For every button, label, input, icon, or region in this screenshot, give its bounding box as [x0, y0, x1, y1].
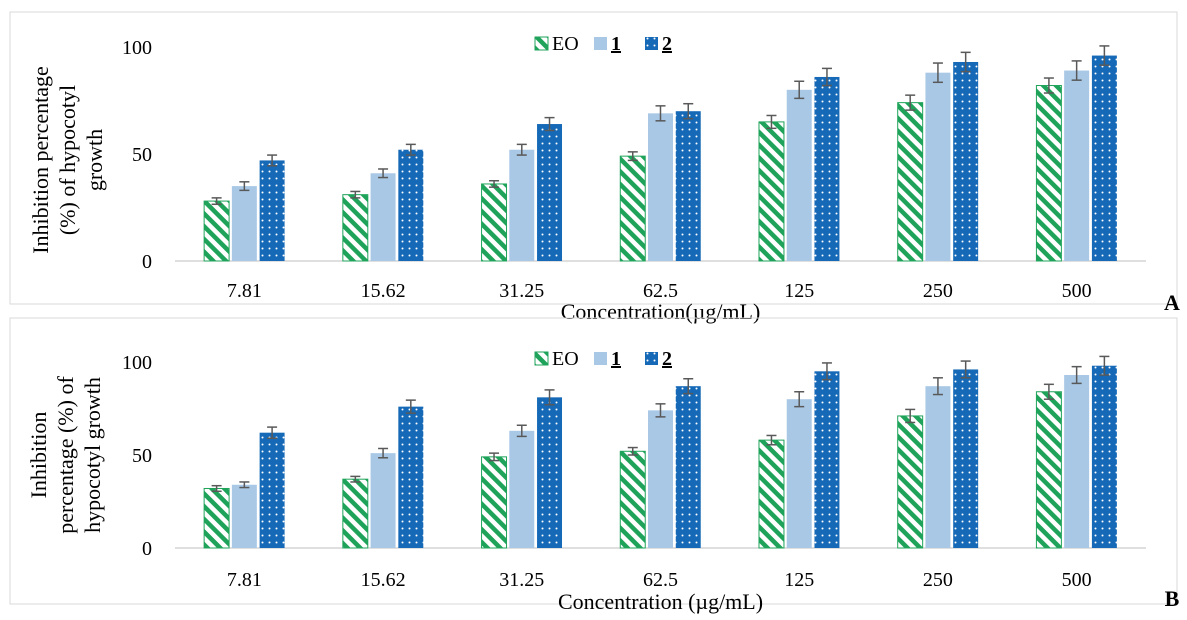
- x-tick-label: 62.5: [643, 569, 678, 591]
- x-tick-label: 250: [923, 280, 953, 302]
- bar-1-125: [786, 399, 812, 548]
- x-tick-label: 31.25: [499, 280, 544, 302]
- bar-2-7.81: [259, 160, 285, 261]
- y-tick-label: 0: [142, 538, 152, 560]
- bar-2-125: [814, 371, 840, 548]
- bar-2-62.5: [675, 111, 701, 261]
- legend-label-2: 2: [662, 33, 672, 55]
- chart-frame: [9, 11, 1178, 305]
- y-axis-label: percentage (%) of: [53, 376, 78, 534]
- legend-swatch-2: [645, 37, 658, 50]
- panel-a: 0 50 100 Inhibition percentage (%) of hypoco…: [9, 11, 1180, 324]
- legend-swatch-1: [594, 352, 607, 365]
- legend-label-1: 1: [611, 33, 621, 55]
- bar-1-15.62: [370, 173, 396, 261]
- bar-EO-7.81: [203, 200, 230, 262]
- bar-2-62.5: [675, 386, 701, 548]
- bar-2-250: [953, 369, 979, 548]
- bar-EO-7.81: [203, 487, 230, 549]
- bar-1-31.25: [509, 430, 535, 548]
- bar-1-500: [1064, 70, 1090, 261]
- panel-label: A: [1164, 290, 1180, 315]
- x-tick-label: 500: [1062, 280, 1092, 302]
- bar-1-250: [925, 72, 951, 262]
- chart-frame: [9, 317, 1178, 605]
- bar-EO-31.25: [481, 183, 508, 262]
- x-tick-label: 31.25: [499, 569, 544, 591]
- x-tick-label: 125: [784, 569, 814, 591]
- y-axis-label: Inhibition percentage: [28, 66, 53, 254]
- y-axis-label: growth: [82, 129, 107, 191]
- bar-EO-250: [897, 415, 924, 549]
- legend-swatch-2: [645, 352, 658, 365]
- y-tick-label: 100: [122, 37, 152, 59]
- bar-2-7.81: [259, 432, 285, 548]
- bar-2-500: [1091, 55, 1117, 262]
- y-tick-label: 50: [132, 144, 152, 166]
- bar-2-15.62: [398, 406, 424, 548]
- bar-EO-31.25: [481, 456, 508, 549]
- x-tick-label: 250: [923, 569, 953, 591]
- bar-1-62.5: [648, 113, 673, 261]
- bar-1-15.62: [370, 453, 396, 548]
- y-axis-label: (%) of hypocotyl: [55, 85, 80, 235]
- legend-label-EO: EO: [552, 348, 579, 370]
- bar-2-31.25: [537, 124, 563, 261]
- bar-2-500: [1091, 365, 1117, 548]
- x-axis-label: Concentration(µg/mL): [561, 299, 761, 324]
- bar-EO-15.62: [342, 194, 369, 262]
- panel-b: 0 50 100 Inhibition percentage (%) of hypocot…: [9, 317, 1180, 614]
- x-tick-label: 500: [1062, 569, 1092, 591]
- bar-2-250: [953, 61, 979, 262]
- y-tick-label: 100: [122, 352, 152, 374]
- x-axis-label: Concentration (µg/mL): [558, 589, 763, 614]
- x-tick-label: 15.62: [361, 280, 406, 302]
- bar-EO-62.5: [619, 155, 646, 262]
- bar-EO-500: [1035, 391, 1062, 549]
- x-tick-label: 125: [784, 280, 814, 302]
- legend-label-1: 1: [611, 348, 621, 370]
- y-tick-label: 0: [142, 251, 152, 273]
- x-tick-label: 7.81: [227, 569, 262, 591]
- legend-label-2: 2: [662, 348, 672, 370]
- bar-2-31.25: [537, 397, 563, 548]
- bar-EO-15.62: [342, 478, 369, 549]
- bar-EO-125: [758, 439, 785, 549]
- x-tick-label: 7.81: [227, 280, 262, 302]
- legend-swatch-EO: [534, 36, 549, 51]
- bar-1-7.81: [231, 186, 257, 261]
- bar-1-250: [925, 386, 951, 548]
- bar-2-15.62: [398, 149, 424, 261]
- bar-2-125: [814, 76, 840, 262]
- bar-EO-125: [758, 121, 785, 262]
- panel-label: B: [1165, 586, 1180, 611]
- legend-swatch-1: [594, 37, 607, 50]
- bar-1-62.5: [648, 410, 673, 548]
- bar-EO-500: [1035, 85, 1062, 262]
- bar-1-125: [786, 89, 812, 261]
- y-axis-label: hypocotyl growth: [80, 377, 105, 533]
- bar-1-7.81: [231, 484, 257, 548]
- x-tick-label: 62.5: [643, 280, 678, 302]
- legend-swatch-EO: [534, 351, 549, 366]
- x-tick-label: 15.62: [361, 569, 406, 591]
- bar-EO-62.5: [619, 450, 646, 549]
- bar-1-500: [1064, 375, 1090, 548]
- y-tick-label: 50: [132, 445, 152, 467]
- bar-EO-250: [897, 102, 924, 262]
- y-axis-label: Inhibition: [26, 412, 51, 499]
- legend-label-EO: EO: [552, 33, 579, 55]
- bar-1-31.25: [509, 149, 535, 261]
